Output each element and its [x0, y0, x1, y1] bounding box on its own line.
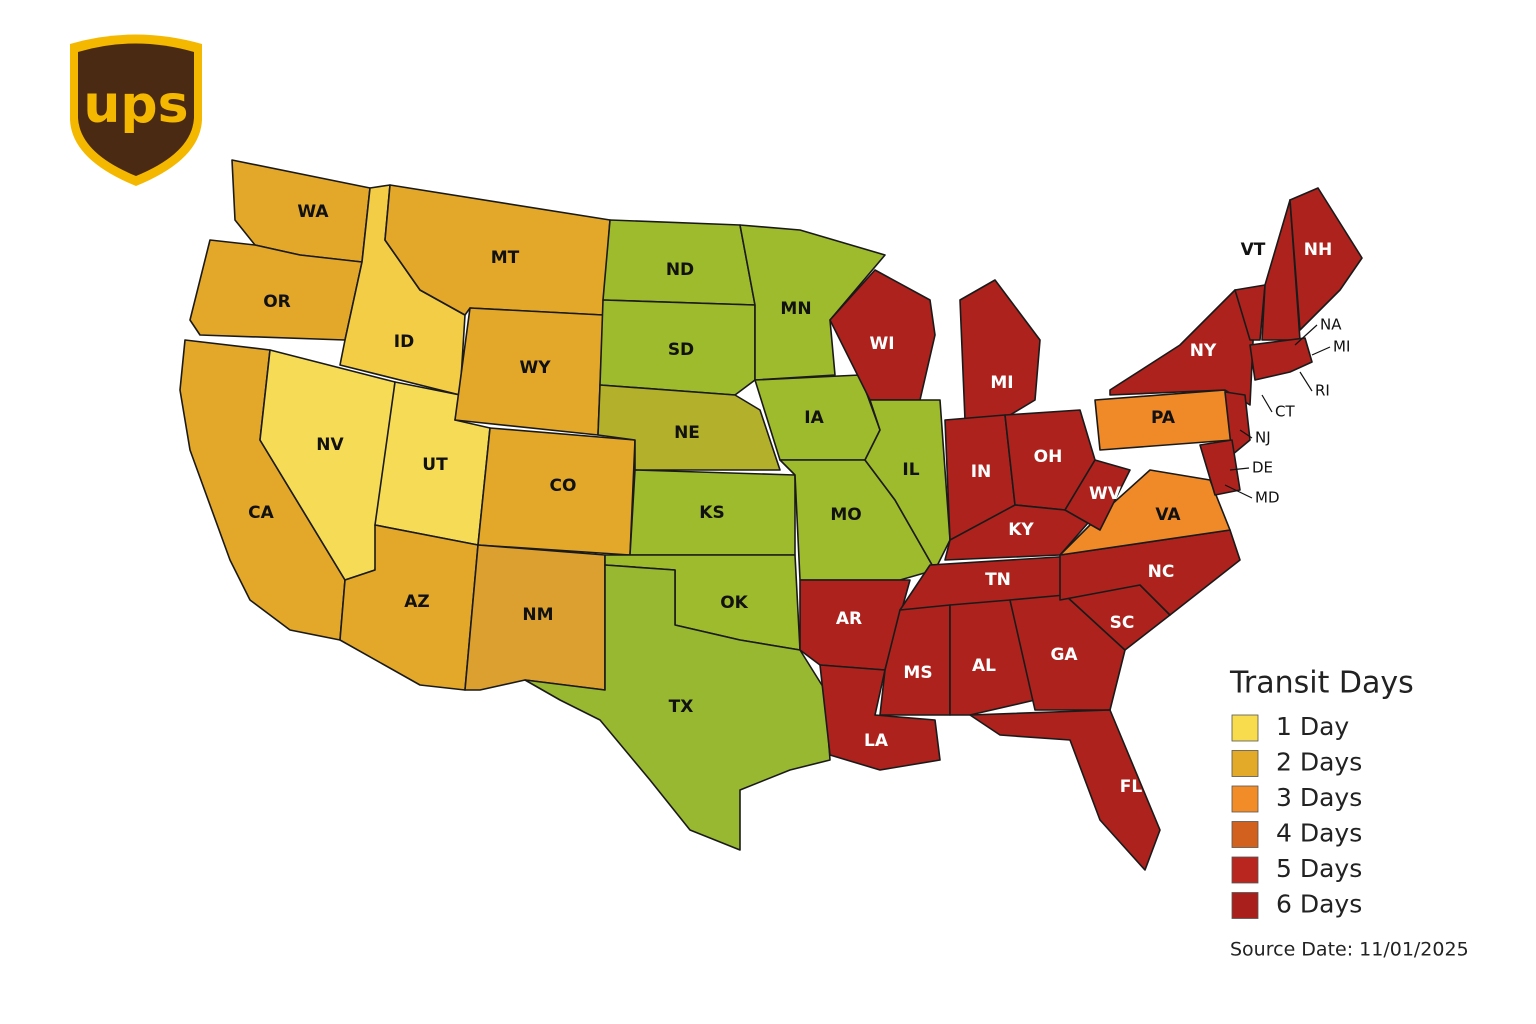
legend-swatch	[1231, 750, 1259, 777]
state-labels: WA OR CA ID NV UT AZ MT WY CO NM ND SD NE KS OK TX MN IA MO…	[248, 202, 1350, 797]
legend-items: 1 Day 2 Days 3 Days 4 Days 5 Days 6 Days	[1231, 712, 1362, 919]
states	[179, 159, 1363, 871]
state-shape	[599, 299, 756, 396]
state-label: MS	[903, 663, 932, 683]
state-label: MN	[780, 299, 811, 319]
state-shape	[819, 664, 941, 771]
state-label: PA	[1151, 408, 1176, 428]
state-label: ID	[394, 332, 414, 352]
leader-line	[1224, 484, 1253, 499]
state-label: KS	[699, 503, 724, 523]
state-label: RI	[1315, 382, 1330, 400]
leader-line	[1299, 371, 1313, 392]
state-shape	[524, 564, 831, 851]
legend-label: 5 Days	[1276, 854, 1362, 883]
state-shape	[1199, 439, 1241, 496]
legend-swatch	[1231, 892, 1259, 919]
state-label: WV	[1089, 484, 1122, 504]
legend-swatch	[1231, 856, 1259, 884]
state-label: IL	[902, 460, 919, 480]
state-label: CA	[248, 503, 274, 523]
legend-swatch	[1231, 785, 1259, 813]
state-label: CT	[1275, 403, 1295, 421]
state-shape	[1249, 337, 1313, 381]
state-shape	[1064, 459, 1131, 531]
legend-swatch	[1231, 714, 1259, 742]
state-shape	[879, 604, 951, 716]
legend-title: Transit Days	[1229, 666, 1414, 701]
state-label: WI	[869, 334, 894, 354]
legend-label: 6 Days	[1276, 890, 1362, 919]
state-label: FL	[1120, 777, 1143, 797]
state-label: MT	[491, 248, 520, 268]
legend-label: 1 Day	[1276, 712, 1349, 741]
legend-label: 3 Days	[1276, 783, 1362, 812]
state-label: OR	[263, 292, 291, 312]
state-label: GA	[1050, 645, 1078, 665]
state-shape	[1234, 284, 1266, 341]
state-shape	[1224, 391, 1251, 456]
state-label: TN	[985, 570, 1011, 590]
state-label: NC	[1148, 562, 1175, 582]
state-shape	[959, 279, 1041, 421]
state-label: CO	[550, 476, 577, 496]
logo-shield	[78, 43, 194, 176]
state-label: IN	[971, 462, 992, 482]
state-label: OK	[720, 593, 748, 613]
legend-label: 4 Days	[1276, 819, 1362, 848]
state-shape	[864, 399, 951, 571]
state-label: VT	[1241, 240, 1266, 260]
state-label: SD	[668, 340, 694, 360]
state-label: MD	[1255, 489, 1280, 507]
state-shape	[597, 384, 781, 471]
state-shape	[1289, 187, 1363, 331]
state-shape	[969, 709, 1161, 871]
state-label: AL	[972, 656, 996, 676]
state-label: NJ	[1255, 429, 1271, 447]
state-label: UT	[422, 455, 448, 475]
legend: Transit Days 1 Day 2 Days 3 Days 4 Days 5 Da…	[1229, 666, 1414, 919]
state-label: LA	[864, 731, 889, 751]
state-label: DE	[1252, 459, 1273, 477]
state-label: WA	[297, 202, 329, 222]
state-label: NH	[1304, 240, 1332, 260]
state-label: NE	[674, 423, 700, 443]
state-label: ND	[666, 260, 694, 280]
logo-text: ups	[83, 75, 188, 135]
state-label: NV	[316, 435, 344, 455]
state-label: NM	[522, 605, 553, 625]
leader-line	[1311, 346, 1331, 356]
state-label: MO	[830, 505, 861, 525]
state-shape	[1109, 289, 1256, 406]
leader-line	[1229, 467, 1250, 471]
leader-line	[1239, 429, 1253, 439]
state-label: MI	[1333, 338, 1350, 356]
state-shape	[739, 224, 886, 381]
ups-logo: ups	[70, 34, 202, 186]
legend-swatch	[1231, 821, 1259, 848]
state-shape	[829, 269, 936, 401]
source-date: Source Date: 11/01/2025	[1230, 939, 1469, 961]
state-label: WY	[519, 358, 551, 378]
state-label: NY	[1190, 341, 1217, 361]
state-label: KY	[1008, 520, 1034, 540]
state-label: VA	[1155, 505, 1181, 525]
state-label: SC	[1110, 613, 1135, 633]
leader-line	[1261, 394, 1273, 413]
legend-label: 2 Days	[1276, 748, 1362, 777]
state-label: AZ	[404, 592, 429, 612]
state-label: AR	[836, 609, 862, 629]
state-label: IA	[804, 408, 824, 428]
state-label: OH	[1034, 447, 1063, 467]
state-label: MI	[990, 373, 1013, 393]
leader-line	[1294, 324, 1318, 346]
state-label: NA	[1320, 316, 1342, 334]
state-shape	[949, 599, 1036, 716]
state-label: TX	[669, 697, 694, 717]
